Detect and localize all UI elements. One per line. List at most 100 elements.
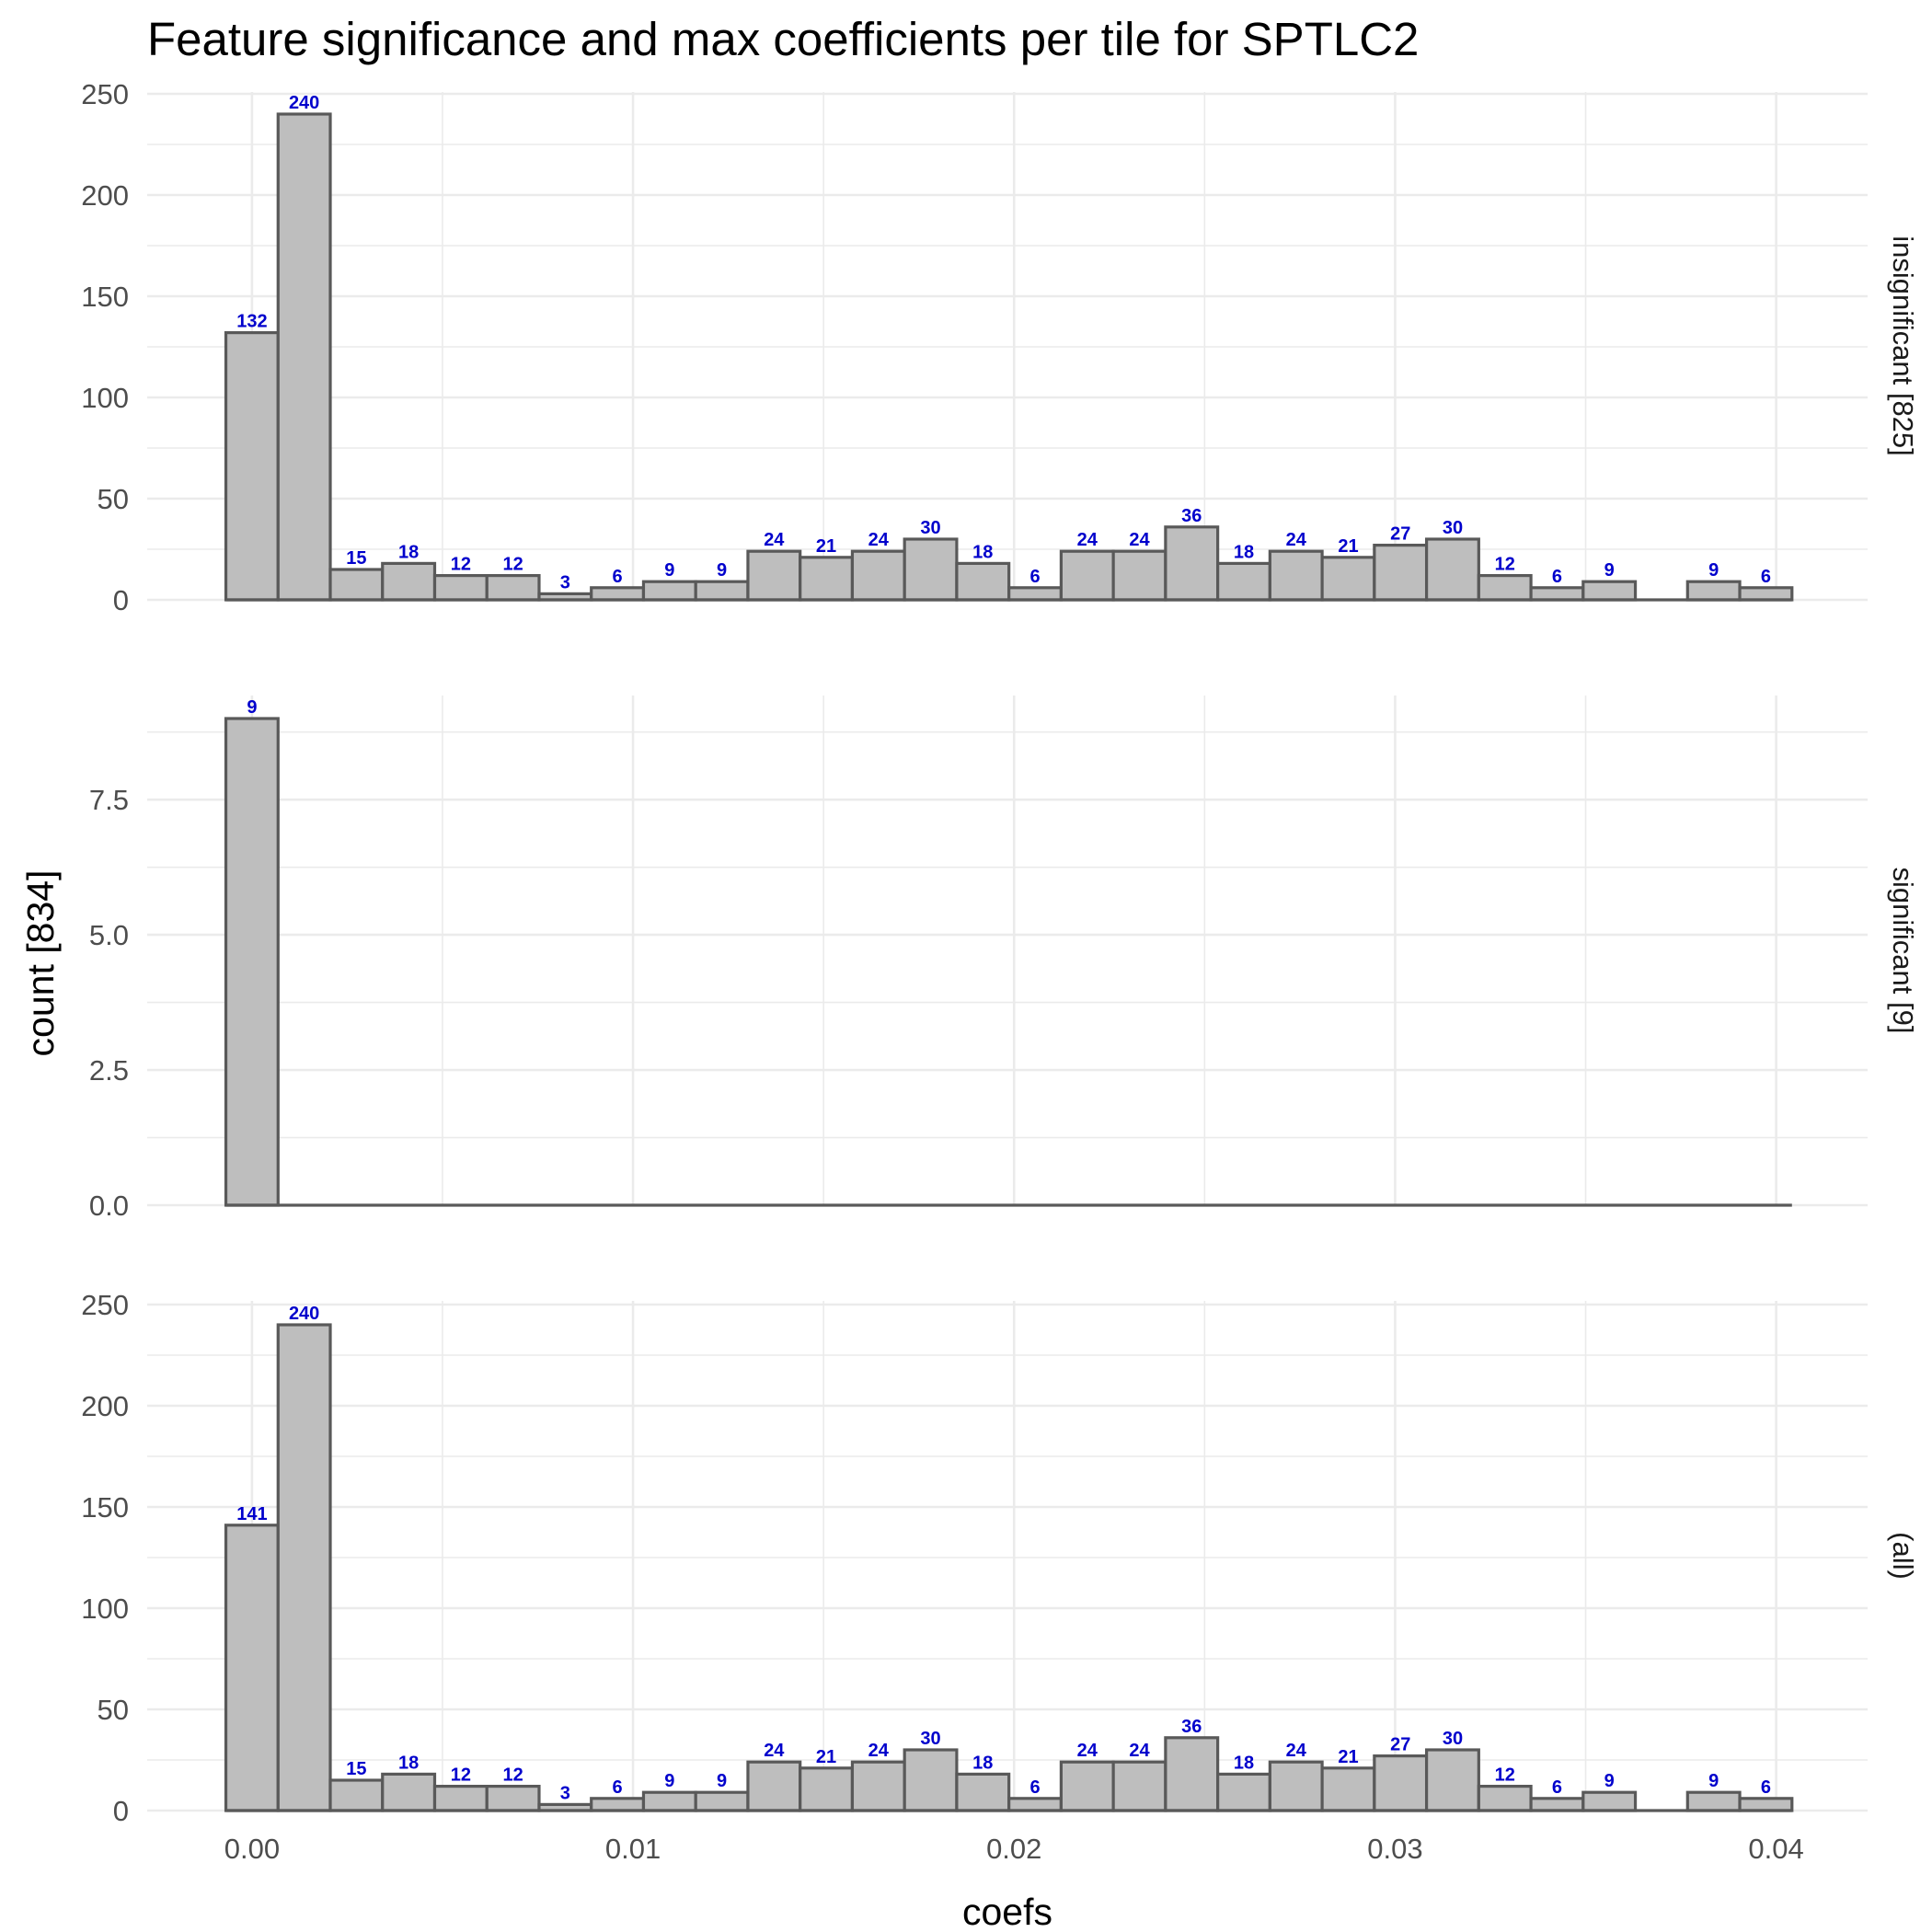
bar-value-label: 240 [289,1304,319,1324]
bar [432,1784,489,1812]
panel-strip-label: insignificant [825] [1887,236,1919,456]
bar [276,1323,332,1812]
bar [1320,1766,1376,1812]
bar-value-label: 24 [764,530,785,550]
y-tick-label: 150 [81,1491,129,1524]
bar [1738,586,1794,602]
bar [1373,1754,1429,1812]
bar [799,556,855,602]
bar-value-label: 12 [1495,555,1515,575]
bar [903,537,959,602]
y-tick-label: 250 [81,1289,129,1321]
bar-value-label: 21 [816,536,836,557]
bar-value-label: 27 [1390,1735,1410,1755]
bar [224,331,280,602]
bar-value-label: 18 [398,1753,419,1773]
bar [1581,580,1638,602]
bar [381,1772,437,1812]
bar-value-label: 240 [289,93,319,113]
bar [1268,1760,1324,1812]
bar-value-label: 132 [236,312,267,332]
bar [641,580,697,602]
bar [1164,1736,1220,1812]
bar [224,1524,280,1812]
bar-value-label: 21 [1338,1747,1358,1767]
bar-value-label: 12 [451,555,471,575]
bar-value-label: 36 [1181,506,1202,526]
bar-value-label: 6 [1029,567,1040,587]
bar [276,112,332,602]
bar-value-label: 3 [560,1783,570,1803]
bar-value-label: 12 [451,1765,471,1786]
bar [903,1748,959,1812]
bar-value-label: 24 [1286,530,1307,550]
bar-value-label: 3 [560,572,570,592]
bar-value-label: 6 [1552,1777,1562,1798]
x-tick-label: 0.02 [986,1833,1041,1865]
bar [850,1760,906,1812]
bar [1477,573,1533,602]
bar-value-label: 18 [1234,542,1254,562]
x-tick-label: 0.00 [224,1833,280,1865]
bar-value-label: 12 [1495,1765,1515,1786]
bar-value-label: 27 [1390,524,1410,545]
bar [1268,549,1324,602]
bar-value-label: 30 [1443,518,1463,538]
y-tick-label: 7.5 [89,784,129,816]
bar-value-label: 18 [972,1753,993,1773]
bar [850,549,906,602]
bar [641,1790,697,1812]
bar-value-label: 9 [1604,560,1615,581]
bar [590,586,646,602]
bar [1685,1790,1742,1812]
panel-strip-label: significant [9] [1887,868,1919,1034]
bar [746,549,802,602]
panel-strip-label: (all) [1887,1532,1919,1580]
bar [1007,1797,1063,1812]
chart-title: Feature significance and max coefficient… [147,13,1419,65]
bar-value-label: 9 [1708,1771,1719,1791]
bar-value-label: 6 [613,1777,623,1798]
x-axis-title: coefs [962,1891,1052,1932]
x-tick-label: 0.04 [1748,1833,1803,1865]
y-tick-label: 50 [98,1694,129,1726]
bar [1007,586,1063,602]
bar [1164,525,1220,602]
y-tick-label: 5.0 [89,919,129,951]
y-tick-label: 250 [81,78,129,110]
bar-value-label: 12 [502,1765,523,1786]
bar [1059,1760,1115,1812]
bar-value-label: 24 [1286,1741,1307,1761]
bar-value-label: 9 [717,560,727,581]
bar [799,1766,855,1812]
y-tick-label: 200 [81,1390,129,1422]
bar-value-label: 6 [1552,567,1562,587]
x-tick-label: 0.01 [605,1833,661,1865]
bar [381,561,437,602]
bar-value-label: 24 [1129,530,1150,550]
bar [1111,1760,1167,1812]
bar [1373,543,1429,602]
bar-value-label: 9 [664,560,674,581]
bar-value-label: 21 [1338,536,1358,557]
bar-value-label: 9 [717,1771,727,1791]
bar-value-label: 6 [613,567,623,587]
bar-value-label: 24 [1077,1741,1098,1761]
bar [328,1778,385,1812]
y-axis-title: count [834] [19,870,62,1057]
bar [694,1790,750,1812]
bar [1320,556,1376,602]
bar-value-label: 9 [1708,560,1719,581]
bar-value-label: 24 [764,1741,785,1761]
bar [1477,1784,1533,1812]
y-tick-label: 2.5 [89,1054,129,1087]
bar [1111,549,1167,602]
bar [1529,586,1585,602]
bar-value-label: 6 [1029,1777,1040,1798]
y-tick-label: 100 [81,382,129,414]
